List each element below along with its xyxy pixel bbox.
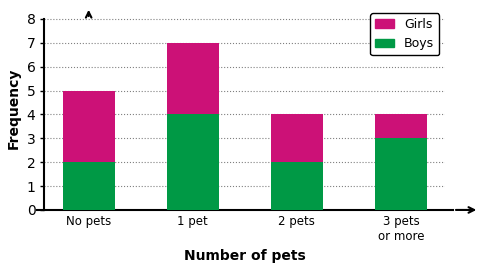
- Bar: [62, 162, 115, 210]
- Bar: [375, 114, 427, 138]
- Bar: [375, 138, 427, 210]
- Bar: [271, 162, 323, 210]
- Legend: Girls, Boys: Girls, Boys: [370, 13, 439, 55]
- Bar: [167, 43, 219, 114]
- Bar: [167, 114, 219, 210]
- Bar: [62, 90, 115, 162]
- Y-axis label: Frequency: Frequency: [7, 68, 21, 149]
- Bar: [271, 114, 323, 162]
- X-axis label: Number of pets: Number of pets: [184, 249, 306, 263]
